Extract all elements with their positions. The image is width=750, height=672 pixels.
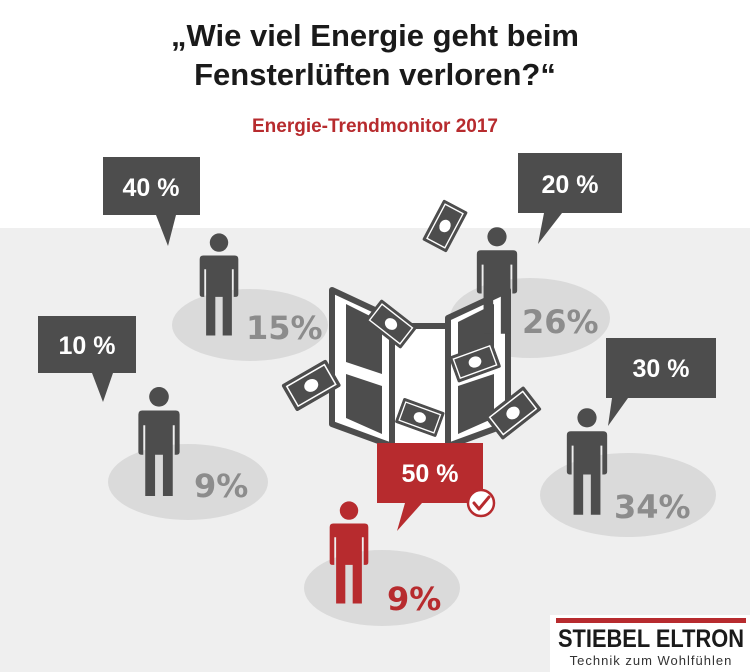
chart-subtitle: Energie-Trendmonitor 2017 (252, 116, 498, 137)
share-label-10: 9% (194, 467, 248, 505)
brand-name: STIEBEL ELTRON (558, 625, 744, 653)
share-label-40: 15% (246, 309, 323, 347)
share-label-50: 9% (387, 580, 441, 618)
answer-label-50: 50 % (402, 460, 459, 488)
speech-bubble-icon (38, 153, 716, 531)
checkmark-icon (466, 488, 496, 518)
chart-title-line2: Fensterlüften verloren?“ (194, 57, 556, 92)
chart-title-line1: „Wie viel Energie geht beim (171, 18, 579, 53)
answer-label-40: 40 % (123, 174, 180, 202)
share-label-20: 26% (522, 303, 599, 341)
answer-label-10: 10 % (59, 332, 116, 360)
share-label-30: 34% (614, 488, 691, 526)
brand-tagline: Technik zum Wohlfühlen (570, 653, 733, 668)
brand-logo: STIEBEL ELTRON Technik zum Wohlfühlen (550, 615, 750, 672)
answer-label-20: 20 % (542, 171, 599, 199)
answer-label-30: 30 % (633, 355, 690, 383)
